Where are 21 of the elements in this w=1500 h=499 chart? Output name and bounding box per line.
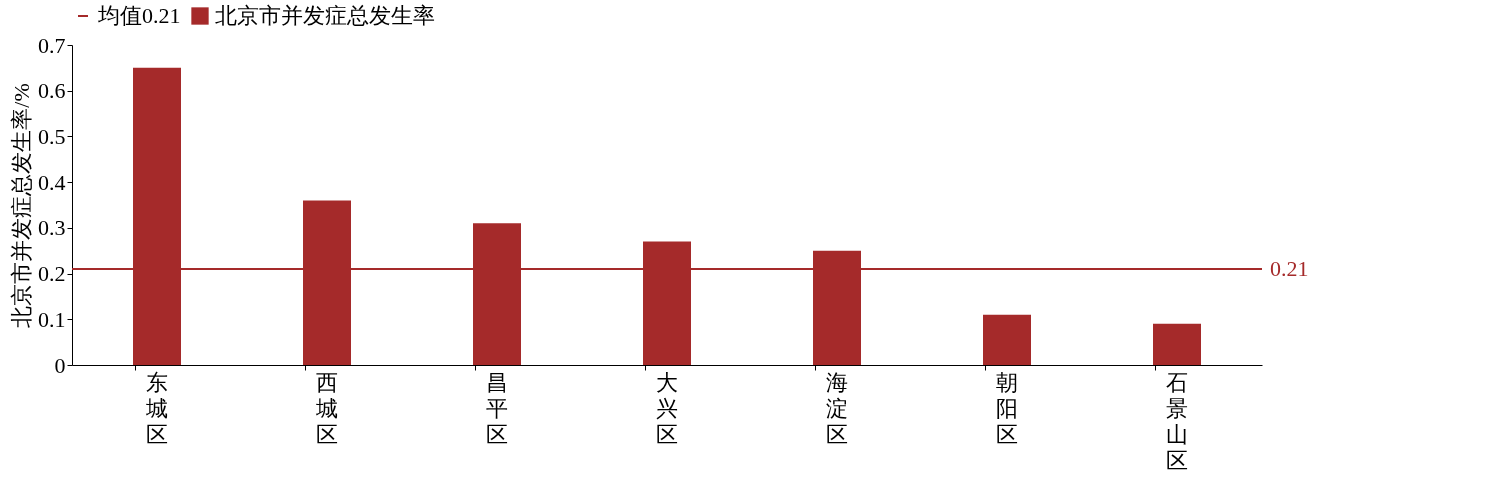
y-tick-label: 0.1 (38, 306, 66, 332)
x-tick-label: 昌平区 (486, 369, 508, 447)
x-tick-label: 朝阳区 (996, 369, 1018, 447)
y-tick-label: 0.4 (38, 169, 66, 195)
y-tick-label: 0.7 (38, 32, 66, 58)
y-tick-label: 0 (54, 352, 66, 378)
y-tick-label: 0.2 (38, 261, 66, 287)
bar (1153, 323, 1201, 365)
y-axis-title: 北京市并发症总发生率/% (9, 83, 34, 328)
text: 0.21 (1270, 256, 1309, 281)
bar (983, 314, 1031, 365)
legend-label: 均值0.21 (97, 3, 181, 28)
x-tick-label: 东城区 (145, 369, 168, 447)
x-tick-label: 海淀区 (826, 369, 848, 447)
x-tick-label: 大兴区 (656, 369, 678, 447)
y-tick-label: 0.5 (38, 123, 66, 149)
y-tick-label: 0.3 (38, 215, 66, 241)
x-tick-label: 西城区 (315, 369, 338, 447)
x-tick-label: 石景山区 (1166, 369, 1188, 473)
y-tick-label: 0.6 (38, 78, 66, 104)
legend-label: 北京市并发症总发生率 (215, 3, 435, 28)
